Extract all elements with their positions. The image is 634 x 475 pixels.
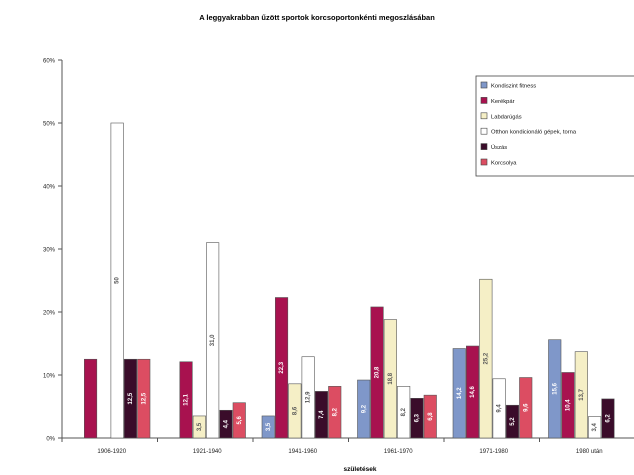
bar (274, 297, 289, 439)
data-label: 12,1 (184, 393, 190, 405)
bar (370, 306, 384, 439)
x-axis-label: születések (344, 466, 377, 473)
y-tick-label: 20% (43, 311, 56, 317)
data-label: 12,9 (306, 391, 312, 403)
legend-swatch (480, 97, 488, 104)
bar (383, 319, 397, 439)
data-label: 9,2 (361, 404, 367, 413)
legend-swatch (480, 143, 488, 150)
data-label: 12,5 (128, 392, 134, 404)
y-tick-label: 0% (46, 437, 55, 443)
legend-swatch (480, 127, 488, 135)
bar (479, 278, 493, 439)
bar (301, 356, 315, 439)
legend-swatch (480, 158, 488, 166)
x-axis: 1906-1920 1921-1940 1941-1960 1961-1970 1971… (61, 437, 634, 455)
x-tick-label: 1941-1960 (288, 449, 317, 455)
y-tick-label: 40% (43, 185, 56, 191)
data-label: 15,6 (552, 382, 558, 394)
data-label: 3,5 (197, 422, 203, 431)
x-tick-label: 1961-1970 (384, 449, 413, 455)
y-tick-label: 60% (43, 59, 56, 65)
y-tick-label: 30% (43, 248, 56, 254)
data-label: 10,4 (566, 399, 572, 411)
bar (179, 361, 193, 439)
data-label: 20,8 (375, 366, 381, 378)
data-label: 8,6 (292, 406, 298, 415)
data-label: 18,8 (388, 372, 394, 384)
data-label: 9,6 (523, 403, 529, 412)
legend-label: Otthon kondicionáló gépek, torna (491, 130, 577, 136)
data-label: 3,5 (266, 422, 272, 431)
x-tick-label: 1906-1920 (97, 449, 126, 455)
legend-swatch (480, 81, 488, 89)
data-label: 14,2 (457, 387, 463, 399)
data-label: 50 (115, 277, 121, 284)
data-label: 8,2 (332, 407, 338, 416)
legend-label: Korcsolya (491, 161, 517, 167)
legend: Kondiszint fitness Kerékpár Labdarúgás Otth… (475, 75, 634, 177)
bar (561, 372, 575, 439)
bar (492, 378, 506, 439)
data-label: 6,3 (415, 413, 421, 422)
data-label: 3,4 (592, 422, 598, 431)
x-tick-label: 1921-1940 (193, 449, 222, 455)
bar (314, 391, 329, 439)
bar (84, 358, 98, 439)
data-label: 4,4 (224, 419, 230, 428)
bar (123, 358, 137, 439)
data-label: 5,6 (237, 416, 243, 425)
legend-box (475, 75, 634, 177)
bar (232, 402, 246, 439)
bar (397, 386, 411, 439)
bar (410, 398, 424, 439)
data-label: 7,4 (319, 410, 325, 419)
y-tick-label: 50% (43, 122, 56, 128)
legend-label: Kondiszint fitness (491, 84, 536, 90)
bar (588, 416, 602, 439)
data-label: 6,8 (428, 412, 434, 421)
bar (452, 348, 466, 439)
y-tick-label: 10% (43, 374, 56, 380)
bar (192, 415, 206, 439)
bar (219, 409, 233, 439)
chart-title: A leggyakrabban űzött sportok korcsoport… (199, 13, 435, 22)
data-label: 5,2 (510, 417, 516, 426)
data-label: 31,0 (210, 334, 216, 346)
legend-label: Kerékpár (491, 99, 515, 105)
bar (328, 386, 342, 439)
legend-swatch (480, 112, 488, 120)
data-label: 13,7 (579, 388, 585, 400)
bars: 50 12,5 12,5 12,1 3,5 31,0 4,4 5,6 3,5 22,3 8,6 12,… (84, 122, 615, 439)
data-label: 25,2 (483, 352, 489, 364)
bar (137, 358, 151, 439)
data-label: 8,2 (401, 407, 407, 416)
bar (110, 122, 124, 439)
x-tick-label: 1980 után (576, 449, 603, 455)
bar (601, 398, 615, 439)
bar (574, 351, 588, 439)
data-label: 9,4 (497, 404, 503, 413)
legend-label: Úszás (491, 144, 507, 151)
data-label: 12,5 (141, 392, 147, 404)
bar (206, 242, 220, 439)
bar (505, 404, 520, 439)
data-label: 14,6 (470, 386, 476, 398)
y-axis: 0% 10% 20% 30% 40% 50% 60% (43, 59, 63, 443)
bar (465, 345, 480, 439)
data-label: 6,2 (606, 414, 612, 423)
bar (261, 415, 275, 439)
bar (423, 394, 437, 439)
bar (519, 377, 533, 439)
x-tick-label: 1971-1980 (479, 449, 508, 455)
bar (288, 383, 302, 439)
legend-label: Labdarúgás (491, 114, 522, 120)
bar (548, 339, 562, 439)
bar (357, 379, 371, 439)
data-label: 22,3 (279, 361, 285, 373)
